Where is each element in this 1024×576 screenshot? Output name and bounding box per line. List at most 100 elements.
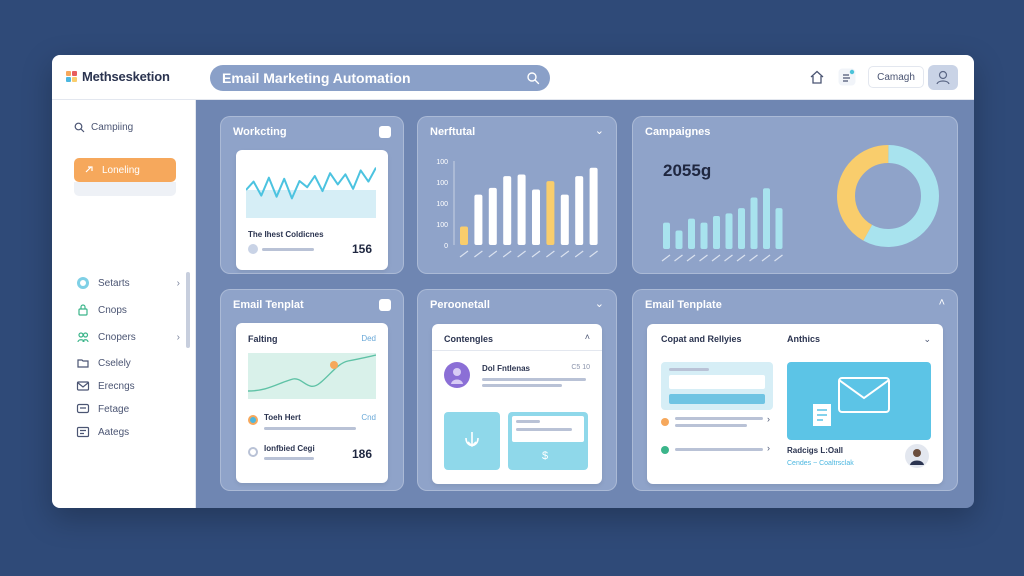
avatar xyxy=(248,244,258,254)
sidebar-item-active[interactable]: Loneling xyxy=(74,158,176,182)
notification-icon[interactable] xyxy=(838,68,856,86)
sidebar-item-cnopers[interactable]: Cnopers › xyxy=(76,330,180,344)
bar[interactable] xyxy=(688,218,695,249)
template-left-link[interactable]: Ded xyxy=(361,334,376,343)
bar[interactable] xyxy=(532,189,540,245)
home-icon[interactable] xyxy=(808,68,826,86)
y-tick-label: 100 xyxy=(436,201,448,208)
envelope-icon xyxy=(813,377,890,426)
search-icon[interactable] xyxy=(526,71,540,85)
sidebar-item-setarts[interactable]: Setarts › xyxy=(76,276,180,290)
personal-inner: Contengles ˄ Dol Fntlenas C5 10 $ xyxy=(432,324,602,484)
avatar xyxy=(248,415,258,425)
card-campaigns: Campaignes 2055g xyxy=(632,116,958,274)
divider xyxy=(432,350,602,351)
bar[interactable] xyxy=(488,187,497,245)
illustration-link[interactable]: Cendes ~ Coaltrsclak xyxy=(787,460,854,467)
sidebar-active-shadow xyxy=(74,182,176,196)
bar[interactable] xyxy=(503,176,512,245)
row1-title: Toeh Hert xyxy=(264,413,301,422)
bar[interactable] xyxy=(750,197,758,249)
chevron-down-icon[interactable]: ⌄ xyxy=(923,334,931,344)
bar[interactable] xyxy=(517,174,526,245)
y-tick-label: 100 xyxy=(436,180,448,187)
bar[interactable] xyxy=(663,222,670,249)
bar[interactable] xyxy=(763,188,770,249)
mail-icon xyxy=(76,381,90,391)
sidebar-item-aategs[interactable]: Aategs xyxy=(76,425,180,439)
sidebar-item-label: Cnopers xyxy=(98,331,136,343)
workflow-caption: The Ihest Coldicnes xyxy=(248,230,324,239)
bar[interactable] xyxy=(775,208,783,249)
dollar-icon: $ xyxy=(542,450,549,462)
x-tick-mark xyxy=(711,254,721,262)
x-tick-mark xyxy=(661,254,671,262)
bar[interactable] xyxy=(560,194,569,245)
chevron-down-icon[interactable]: ⌄ xyxy=(594,298,604,310)
sidebar-item-cselely[interactable]: Cselely xyxy=(76,356,180,370)
x-tick-mark xyxy=(736,254,746,262)
upload-tile[interactable] xyxy=(444,412,500,470)
preview-tile[interactable]: $ xyxy=(508,412,588,470)
form-preview[interactable] xyxy=(661,362,773,410)
search-input[interactable]: Email Marketing Automation xyxy=(222,70,411,86)
expand-icon[interactable] xyxy=(379,299,391,311)
donut-slice[interactable] xyxy=(837,145,939,247)
text-placeholder xyxy=(264,457,314,460)
bar[interactable] xyxy=(738,208,745,249)
chevron-up-icon[interactable]: ˄ xyxy=(938,297,945,309)
row1-link[interactable]: Cnd xyxy=(361,413,376,422)
illustration-caption: Radcigs L:Oall xyxy=(787,446,844,455)
submit-placeholder xyxy=(669,394,765,404)
brand[interactable]: Methsesketion xyxy=(66,69,170,84)
chevron-up-icon[interactable]: ˄ xyxy=(584,332,590,342)
sidebar-item-label: Cselely xyxy=(98,357,131,369)
sidebar-scrollbar[interactable] xyxy=(186,272,190,348)
donut-slice[interactable] xyxy=(837,145,939,247)
chevron-right-icon: › xyxy=(176,277,180,289)
bar[interactable] xyxy=(460,226,468,245)
search-bar[interactable]: Email Marketing Automation xyxy=(210,65,550,91)
expand-icon[interactable] xyxy=(379,126,391,138)
chevron-down-icon[interactable]: ⌄ xyxy=(594,125,604,137)
card-title: Workcting xyxy=(233,126,287,138)
chevron-right-icon[interactable]: › xyxy=(767,414,770,424)
bar[interactable] xyxy=(575,176,584,245)
bar[interactable] xyxy=(713,216,720,249)
card-title: Email Tenplat xyxy=(233,299,304,311)
x-tick-mark xyxy=(774,254,783,262)
link-icon xyxy=(85,166,93,173)
list-icon xyxy=(76,426,90,438)
bar[interactable] xyxy=(474,194,483,245)
people-icon xyxy=(77,332,89,343)
lock-icon xyxy=(78,304,88,316)
text-placeholder xyxy=(482,384,562,387)
bar[interactable] xyxy=(675,230,683,249)
chevron-right-icon[interactable]: › xyxy=(767,443,770,453)
top-bar: Methsesketion Email Marketing Automation… xyxy=(52,55,974,100)
card-title: Peroonetall xyxy=(430,299,490,311)
workflow-line-chart xyxy=(246,167,376,218)
card-title: Campaignes xyxy=(645,126,711,138)
x-tick-mark xyxy=(574,250,584,258)
brand-logo-icon xyxy=(66,70,78,83)
avatar-button[interactable] xyxy=(928,65,958,90)
x-tick-mark xyxy=(459,250,469,258)
x-tick-mark xyxy=(686,254,696,262)
sidebar-item-fetage[interactable]: Fetage xyxy=(76,402,180,416)
sidebar-item-erecngs[interactable]: Erecngs xyxy=(76,379,180,393)
col2-header: Anthics xyxy=(787,334,821,344)
bar[interactable] xyxy=(700,222,708,249)
bar[interactable] xyxy=(546,181,555,245)
message-icon xyxy=(76,403,90,414)
sidebar-item-cnops[interactable]: Cnops xyxy=(76,303,180,317)
campaign-button[interactable]: Camagh xyxy=(868,66,924,88)
preview-card xyxy=(512,416,584,442)
bar[interactable] xyxy=(725,213,733,249)
sidebar-search[interactable]: Campiing xyxy=(74,122,133,133)
bar[interactable] xyxy=(589,167,598,245)
profile-name: Dol Fntlenas xyxy=(482,364,531,373)
x-tick-mark xyxy=(724,254,733,262)
donut-chart xyxy=(837,145,939,247)
sidebar-item-label: Setarts xyxy=(98,277,130,289)
